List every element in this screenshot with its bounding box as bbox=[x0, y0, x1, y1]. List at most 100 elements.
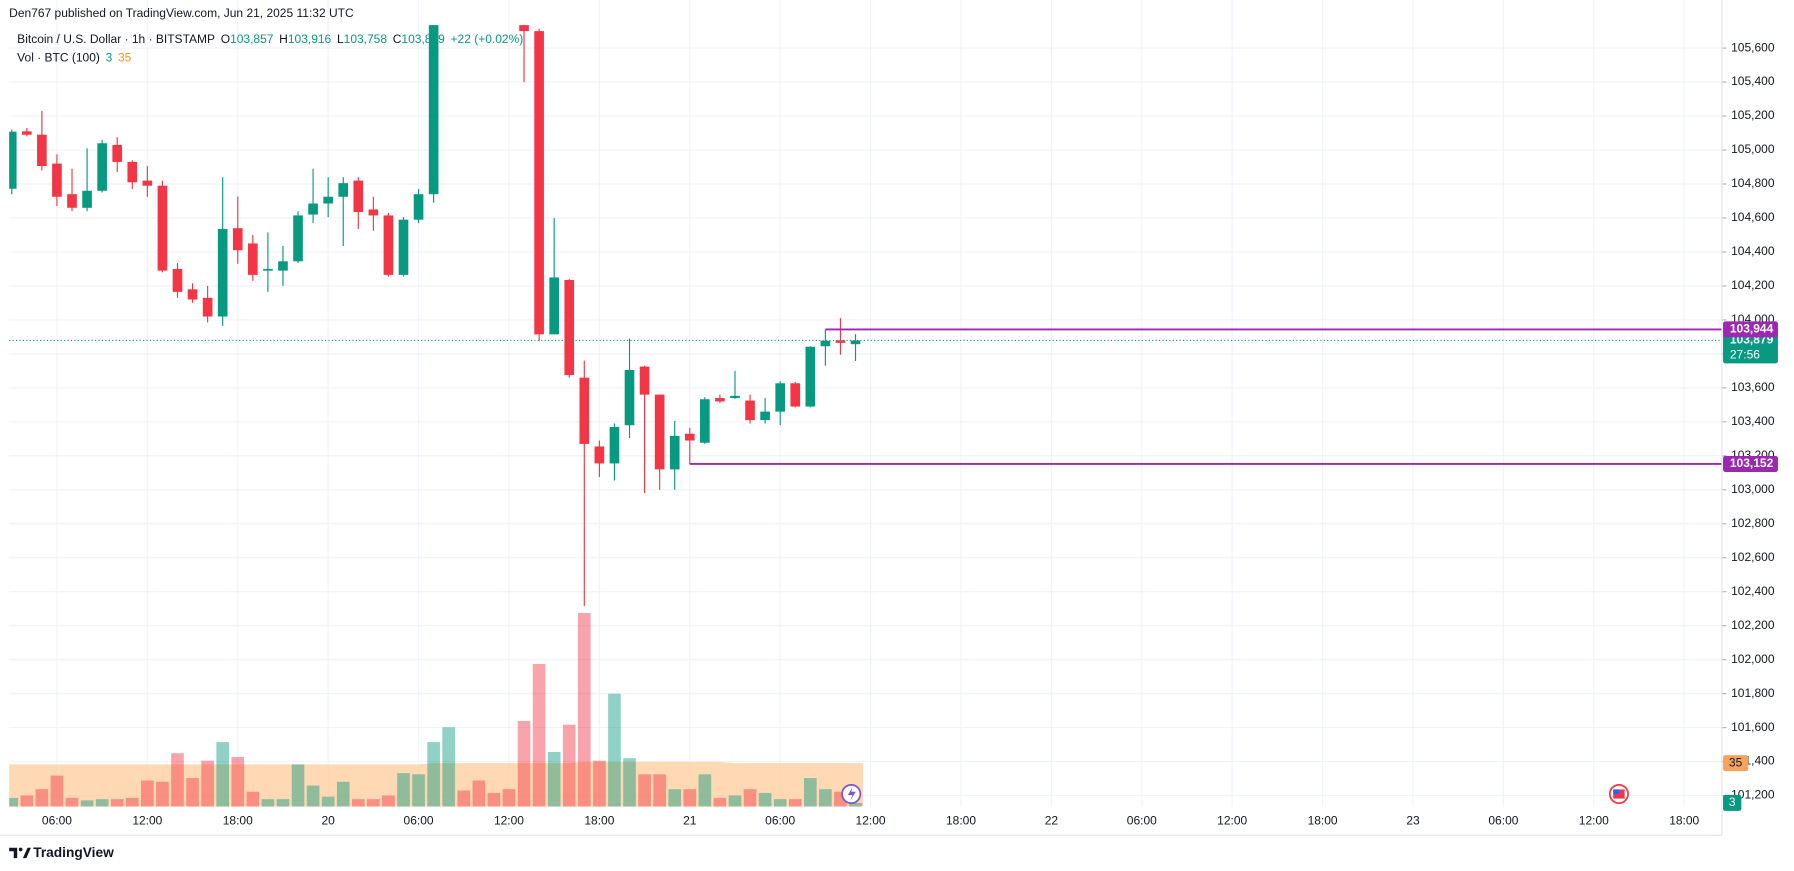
candle-body bbox=[232, 228, 243, 251]
published-note: Den767 published on TradingView.com, Jun… bbox=[9, 6, 354, 20]
x-tick-label: 20 bbox=[321, 814, 335, 828]
event-icon bbox=[1608, 783, 1629, 805]
y-tick-label: 101,600 bbox=[1731, 720, 1775, 734]
candle-body bbox=[805, 346, 816, 407]
volume-bar bbox=[593, 760, 606, 807]
x-tick-label: 06:00 bbox=[765, 814, 795, 828]
volume-bar bbox=[788, 799, 802, 807]
candle-body bbox=[353, 180, 364, 213]
volume-bar bbox=[728, 795, 742, 807]
level-tag bbox=[1723, 455, 1778, 472]
volume-bar bbox=[803, 778, 817, 807]
volume-tag bbox=[1723, 794, 1742, 811]
candle-body bbox=[67, 194, 77, 208]
candle-body bbox=[142, 180, 153, 186]
candle-body bbox=[82, 190, 92, 208]
candle-body bbox=[639, 366, 650, 395]
volume-bar bbox=[623, 758, 636, 807]
candle-body bbox=[37, 134, 47, 166]
volume-bar bbox=[849, 802, 862, 807]
x-tick-label: 12:00 bbox=[856, 814, 886, 828]
level-tag bbox=[1723, 321, 1778, 338]
volume-bar bbox=[291, 764, 305, 807]
level-tag-label: 103,944 bbox=[1730, 322, 1774, 336]
candle-body bbox=[579, 377, 590, 444]
volume-tag-label: 3 bbox=[1729, 795, 1736, 809]
volume-bar bbox=[156, 781, 169, 807]
x-tick-label: 06:00 bbox=[1488, 814, 1518, 828]
candle-body bbox=[820, 340, 831, 347]
symbol-legend: Bitcoin / U.S. Dollar · 1h · BITSTAMP O10… bbox=[17, 32, 523, 46]
y-tick-label: 101,200 bbox=[1731, 788, 1775, 802]
footer-logo bbox=[9, 847, 31, 859]
y-tick-label: 105,200 bbox=[1731, 108, 1775, 122]
y-tick-label: 101,800 bbox=[1731, 686, 1775, 700]
candle-body bbox=[157, 185, 168, 271]
x-tick-label: 06:00 bbox=[404, 814, 434, 828]
candle-body bbox=[775, 383, 786, 412]
y-tick-label: 105,600 bbox=[1731, 40, 1775, 54]
candle-body bbox=[609, 426, 620, 464]
ohlc-key: H bbox=[279, 32, 288, 46]
volume-bar bbox=[819, 789, 832, 807]
volume-bar bbox=[713, 797, 727, 807]
volume-bar bbox=[743, 789, 757, 807]
volume-bar bbox=[517, 721, 531, 807]
overlay: 101,200101,400101,600101,800102,000102,2… bbox=[9, 40, 1778, 828]
x-tick-label: 06:00 bbox=[1127, 814, 1157, 828]
candle-body bbox=[172, 268, 183, 292]
candle-body bbox=[263, 268, 273, 271]
y-tick-label: 102,600 bbox=[1731, 550, 1775, 564]
candle-body bbox=[684, 433, 695, 441]
volume-bar bbox=[110, 799, 124, 807]
volume-bar bbox=[141, 780, 154, 807]
candle-body bbox=[127, 161, 138, 183]
y-tick-label: 102,200 bbox=[1731, 618, 1775, 632]
volume-bar bbox=[457, 790, 471, 807]
x-tick-label: 23 bbox=[1406, 814, 1420, 828]
volume-bar bbox=[321, 796, 335, 807]
candle-body bbox=[519, 25, 529, 32]
y-tick-label: 104,600 bbox=[1731, 210, 1775, 224]
candle-body bbox=[413, 194, 424, 220]
candle-body bbox=[97, 143, 107, 191]
x-tick-label: 18:00 bbox=[1308, 814, 1338, 828]
volume-bar bbox=[577, 613, 591, 807]
price-pane bbox=[9, 1, 861, 607]
volume-last: 3 bbox=[106, 51, 113, 65]
candle-body bbox=[202, 297, 213, 317]
y-tick-label: 102,800 bbox=[1731, 516, 1775, 530]
ohlc-key: C bbox=[393, 32, 402, 46]
y-tick-label: 104,200 bbox=[1731, 278, 1775, 292]
volume-title: Vol · BTC (100) bbox=[17, 51, 100, 65]
candle-body bbox=[428, 25, 439, 195]
volume-bar bbox=[231, 756, 245, 807]
volume-bar bbox=[653, 774, 666, 807]
candle-body bbox=[474, 1, 484, 9]
volume-ma-tag bbox=[1723, 755, 1749, 772]
countdown: 27:56 bbox=[1730, 348, 1760, 362]
level-tag-label: 103,152 bbox=[1730, 456, 1774, 470]
candle-body bbox=[700, 399, 710, 443]
y-tick-label: 105,400 bbox=[1731, 74, 1775, 88]
volume-bar bbox=[382, 795, 395, 807]
volume-bar bbox=[261, 799, 275, 807]
volume-bar bbox=[201, 760, 214, 807]
ohlc-value: 103,857 bbox=[230, 32, 274, 46]
volume-bar bbox=[638, 774, 651, 807]
candle-body bbox=[338, 183, 349, 197]
volume-bar bbox=[472, 780, 486, 807]
event-icon bbox=[841, 783, 862, 805]
volume-bar bbox=[306, 785, 320, 807]
volume-bar bbox=[698, 774, 712, 807]
ohlc-value: 103,916 bbox=[288, 32, 332, 46]
symbol: Bitcoin / U.S. Dollar · 1h · BITSTAMP bbox=[17, 32, 215, 46]
x-tick-label: 12:00 bbox=[132, 814, 162, 828]
candle-body bbox=[850, 340, 861, 345]
volume-bar bbox=[412, 774, 425, 807]
candle-body bbox=[594, 446, 605, 464]
volume-bar bbox=[65, 797, 79, 807]
volume-pane bbox=[9, 613, 864, 807]
